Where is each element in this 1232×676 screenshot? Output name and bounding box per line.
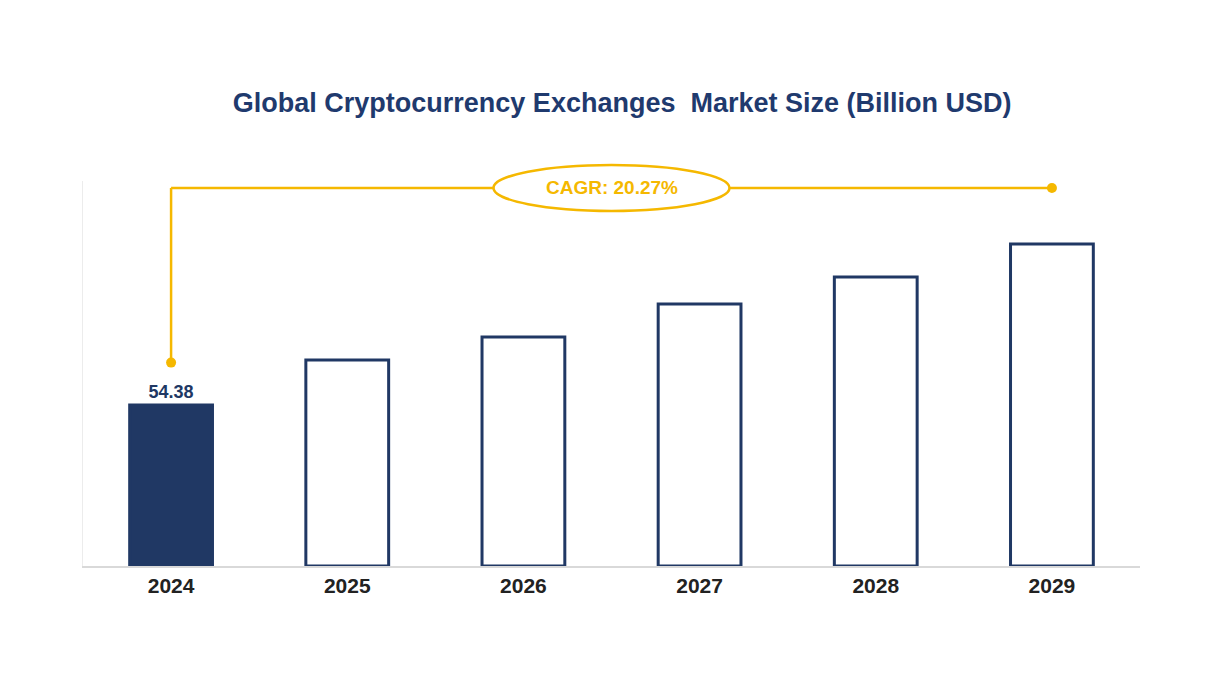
svg-text:2026: 2026	[500, 574, 547, 597]
svg-text:2028: 2028	[852, 574, 899, 597]
svg-text:CAGR: 20.27%: CAGR: 20.27%	[546, 177, 678, 198]
svg-text:2024: 2024	[148, 574, 195, 597]
svg-text:2025: 2025	[324, 574, 371, 597]
svg-text:54.38: 54.38	[149, 382, 194, 402]
svg-text:2029: 2029	[1029, 574, 1076, 597]
svg-text:2027: 2027	[676, 574, 723, 597]
svg-text:Global Cryptocurrency Exchange: Global Cryptocurrency Exchanges Market S…	[233, 88, 1012, 118]
